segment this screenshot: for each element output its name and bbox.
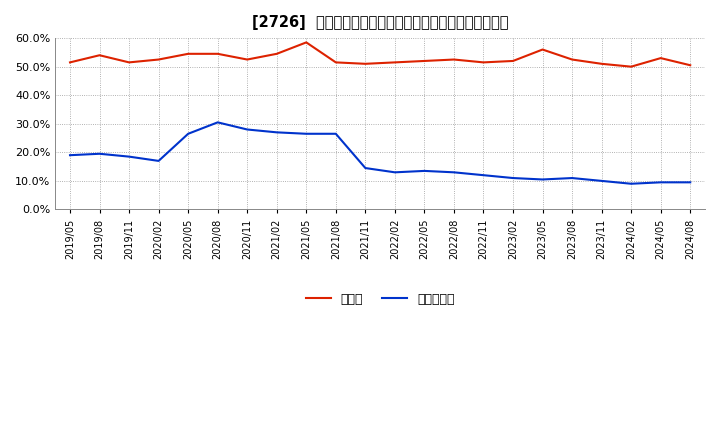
有利子負債 <box>598 178 606 183</box>
現預金 <box>125 60 133 65</box>
有利子負債 <box>302 131 310 136</box>
有利子負債 <box>272 130 281 135</box>
有利子負債 <box>331 131 340 136</box>
現預金 <box>213 51 222 56</box>
有利子負債 <box>568 176 577 181</box>
現預金 <box>331 60 340 65</box>
現預金 <box>598 61 606 66</box>
現預金 <box>480 60 488 65</box>
有利子負債 <box>154 158 163 164</box>
現預金 <box>449 57 458 62</box>
有利子負債 <box>420 168 428 173</box>
現預金 <box>272 51 281 56</box>
有利子負債 <box>184 131 192 136</box>
Title: [2726]  現預金、有利子負債の総資産に対する比率の推移: [2726] 現預金、有利子負債の総資産に対する比率の推移 <box>252 15 508 30</box>
有利子負債 <box>390 170 399 175</box>
現預金 <box>420 59 428 64</box>
有利子負債 <box>657 180 665 185</box>
現預金 <box>243 57 251 62</box>
有利子負債 <box>686 180 695 185</box>
現預金 <box>184 51 192 56</box>
現預金 <box>627 64 636 70</box>
現預金 <box>154 57 163 62</box>
有利子負債 <box>125 154 133 159</box>
Legend: 現預金, 有利子負債: 現預金, 有利子負債 <box>301 288 459 311</box>
Line: 現預金: 現預金 <box>70 42 690 67</box>
有利子負債 <box>449 170 458 175</box>
現預金 <box>302 40 310 45</box>
現預金 <box>568 57 577 62</box>
有利子負債 <box>480 172 488 178</box>
有利子負債 <box>509 176 518 181</box>
有利子負債 <box>539 177 547 182</box>
現預金 <box>390 60 399 65</box>
現預金 <box>686 62 695 68</box>
現預金 <box>95 53 104 58</box>
有利子負債 <box>243 127 251 132</box>
Line: 有利子負債: 有利子負債 <box>70 122 690 184</box>
有利子負債 <box>627 181 636 187</box>
現預金 <box>539 47 547 52</box>
有利子負債 <box>95 151 104 156</box>
現預金 <box>66 60 74 65</box>
有利子負債 <box>213 120 222 125</box>
現預金 <box>657 55 665 61</box>
有利子負債 <box>361 165 369 171</box>
現預金 <box>361 61 369 66</box>
現預金 <box>509 59 518 64</box>
有利子負債 <box>66 153 74 158</box>
